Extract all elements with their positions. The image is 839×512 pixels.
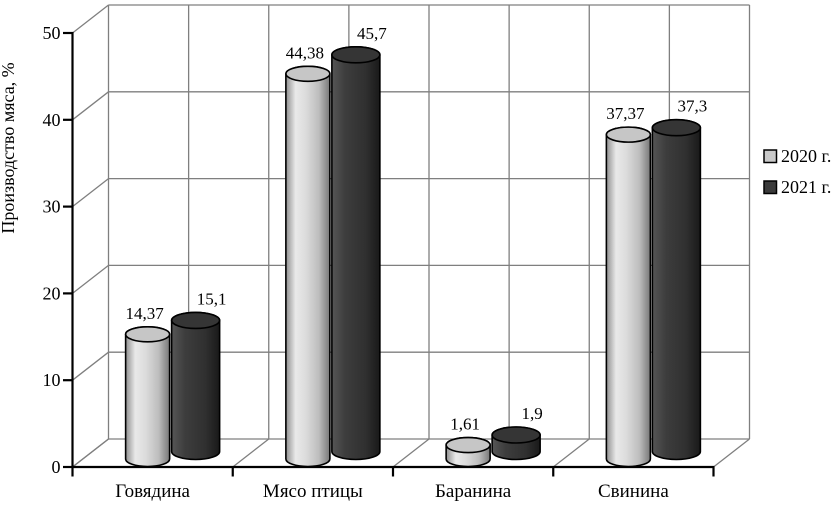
cylinder-top [445,436,491,454]
y-axis-title: Производство мяса, % [0,62,18,233]
category-label: Мясо птицы [263,481,363,502]
y-tick-label: 50 [43,23,61,43]
cylinder-s1-c3 [651,118,702,461]
floor-gridline [552,438,590,468]
cylinder-s0-c3 [605,126,652,468]
floor-gridline [72,438,109,468]
category-label: Баранина [435,481,512,502]
sidewall-gridline [72,351,109,381]
sidewall-gridline [72,264,109,294]
y-tick-label: 20 [43,283,61,303]
cylinder-s1-c0 [170,311,221,461]
cylinder-s0-c0 [124,325,171,468]
cylinder-body [651,118,702,461]
cylinder-top [491,426,541,444]
cylinder-top [124,325,171,343]
bars [124,46,702,468]
y-tick-label: 30 [43,197,61,217]
y-tick-label: 0 [52,457,61,477]
cylinder-top [331,46,381,64]
value-label: 37,3 [678,97,708,116]
category-labels: Говядина Мясо птицы Баранина Свинина [115,481,669,502]
value-label: 15,1 [197,289,227,308]
value-labels: 14,37 15,1 44,38 45,7 1,61 1,9 37,37 37,3 [126,24,708,434]
cylinder-top [170,311,221,330]
cylinder-top [285,65,331,83]
legend-item-s1: 2021 г. [763,177,831,197]
floor-gridline [392,438,430,468]
axes [63,31,715,477]
legend-marker-icon [763,180,778,195]
cylinder-body [331,46,381,461]
y-tick-label: 40 [43,110,61,130]
legend-marker-icon [763,149,778,164]
cylinder-body [124,325,171,468]
value-label: 44,38 [286,43,324,62]
cylinder-top [605,126,652,143]
category-label: Говядина [115,481,190,502]
legend: 2020 г. 2021 г. [763,146,831,197]
cylinder-s1-c2 [491,426,541,461]
cylinder-top [651,118,702,137]
value-label: 1,61 [450,415,480,434]
cylinder-s1-c1 [331,46,381,461]
sidewall-gridline [72,178,109,208]
category-label: Свинина [598,481,669,502]
sidewall-gridline [72,4,109,34]
cylinder-s0-c2 [445,436,491,468]
value-label: 45,7 [357,24,387,43]
sidewall-gridline [72,91,109,121]
legend-item-s0: 2020 г. [763,146,831,166]
legend-label: 2021 г. [781,177,831,197]
y-tick-label: 10 [43,370,61,390]
value-label: 37,37 [606,104,645,123]
cylinder-s0-c1 [285,65,331,468]
cylinder-body [285,65,331,468]
legend-label: 2020 г. [781,146,831,166]
value-label: 1,9 [522,404,543,423]
y-tick-labels: 0 10 20 30 40 50 [43,23,61,477]
cylinder-body [605,126,652,468]
value-label: 14,37 [126,304,165,323]
cylinder-body [170,311,221,461]
floor-gridline [232,438,270,468]
floor-gridline [713,438,750,468]
